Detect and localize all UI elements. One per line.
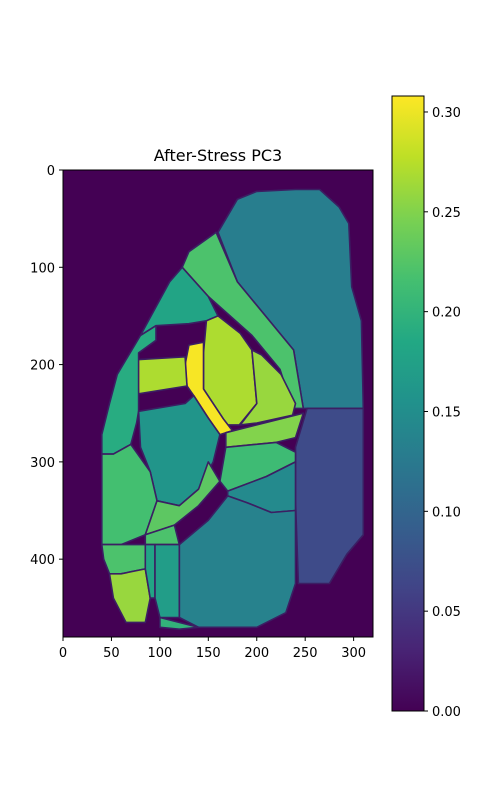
x-tick-label: 150 xyxy=(196,646,221,661)
chart-title: After-Stress PC3 xyxy=(154,146,282,165)
region-bottom-sliver xyxy=(159,616,200,631)
x-tick-label: 200 xyxy=(244,646,269,661)
x-axis: 0 50 100 150 200 250 300 xyxy=(59,637,366,661)
colorbar-tick-label: 0.15 xyxy=(432,405,461,420)
regions-layer xyxy=(101,188,365,631)
x-tick-label: 250 xyxy=(293,646,318,661)
y-tick-label: 300 xyxy=(30,456,55,471)
colorbar-gradient xyxy=(391,95,425,712)
plot-frame xyxy=(62,169,374,638)
colorbar-ticks: 0.00 0.05 0.10 0.15 0.20 0.25 0.30 xyxy=(424,106,461,720)
colorbar-tick-label: 0.10 xyxy=(432,505,461,520)
region-upper-left-teal xyxy=(139,266,219,337)
y-axis: 0 100 200 300 400 xyxy=(30,164,63,568)
x-tick-label: 50 xyxy=(103,646,120,661)
region-small-teal-col xyxy=(144,543,156,599)
y-tick-label: 100 xyxy=(30,261,55,276)
y-tick-label: 0 xyxy=(47,164,55,179)
colorbar: 0.00 0.05 0.10 0.15 0.20 0.25 0.30 xyxy=(391,95,461,720)
region-left-strip xyxy=(101,324,157,455)
colorbar-tick-label: 0.30 xyxy=(432,106,461,121)
x-tick-label: 300 xyxy=(341,646,366,661)
colorbar-tick-label: 0.20 xyxy=(432,306,461,321)
region-small-teal-col2 xyxy=(154,543,181,619)
colorbar-tick-label: 0.05 xyxy=(432,605,461,620)
x-tick-label: 100 xyxy=(147,646,172,661)
plot-area xyxy=(63,170,373,637)
colorbar-tick-label: 0.25 xyxy=(432,206,461,221)
colorbar-tick-label: 0.00 xyxy=(432,705,461,720)
x-tick-label: 0 xyxy=(59,646,67,661)
y-tick-label: 400 xyxy=(30,553,55,568)
region-bottom-left-green2 xyxy=(108,568,151,624)
y-tick-label: 200 xyxy=(30,359,55,374)
